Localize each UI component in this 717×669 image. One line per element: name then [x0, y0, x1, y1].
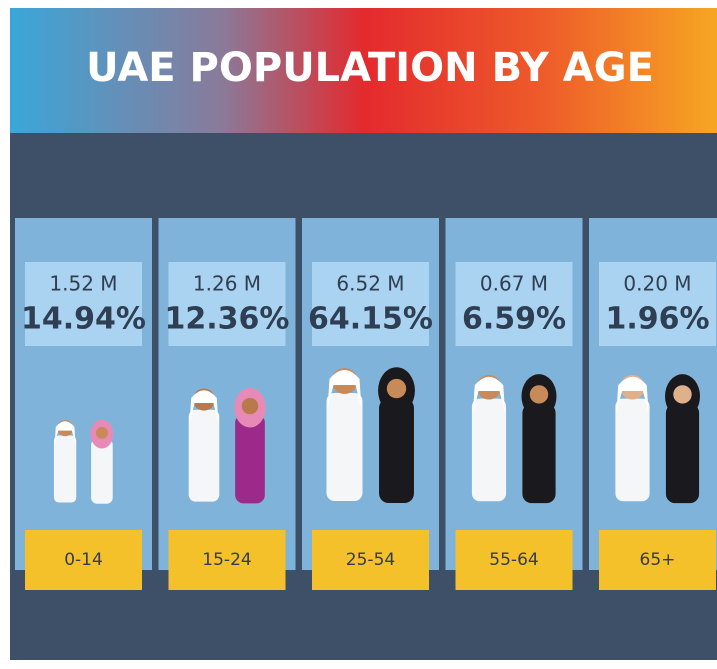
population: 1.26 M [193, 272, 261, 296]
figure-face [530, 385, 548, 403]
percent: 14.94% [21, 302, 146, 337]
columns: 1.52 M 14.94% 0-14 1.26 M 12.36% 15-24 6.52 M 6… [15, 218, 717, 590]
age-label: 55-64 [489, 550, 538, 570]
age-label: 65+ [640, 550, 676, 570]
percent: 64.15% [308, 302, 433, 337]
figure-face [387, 379, 406, 398]
title: UAE POPULATION BY AGE [86, 45, 654, 91]
figure-body [472, 399, 506, 502]
figure-body [91, 439, 113, 504]
figure-face [673, 385, 691, 403]
figure-body [189, 410, 220, 502]
figure-body [327, 393, 363, 501]
figure-face [242, 398, 258, 414]
age-label: 25-54 [346, 550, 395, 570]
figure-body [379, 398, 414, 503]
percent: 6.59% [462, 302, 566, 337]
age-label: 15-24 [202, 550, 251, 570]
figure-body [666, 404, 699, 504]
population: 0.67 M [480, 272, 548, 296]
figure-body [235, 414, 265, 503]
population: 1.52 M [49, 272, 117, 296]
percent: 1.96% [605, 302, 709, 337]
population: 0.20 M [623, 272, 691, 296]
page: UAE POPULATION BY AGE 1.52 M14.94%0-141.… [0, 0, 717, 669]
population: 6.52 M [336, 272, 404, 296]
figure-body [615, 399, 649, 502]
figure-body [54, 436, 76, 503]
age-label: 0-14 [64, 550, 103, 570]
figure-face [96, 427, 108, 439]
infographic: UAE POPULATION BY AGE 1.52 M14.94%0-141.… [0, 0, 717, 669]
figure-body [522, 404, 555, 504]
percent: 12.36% [165, 302, 290, 337]
